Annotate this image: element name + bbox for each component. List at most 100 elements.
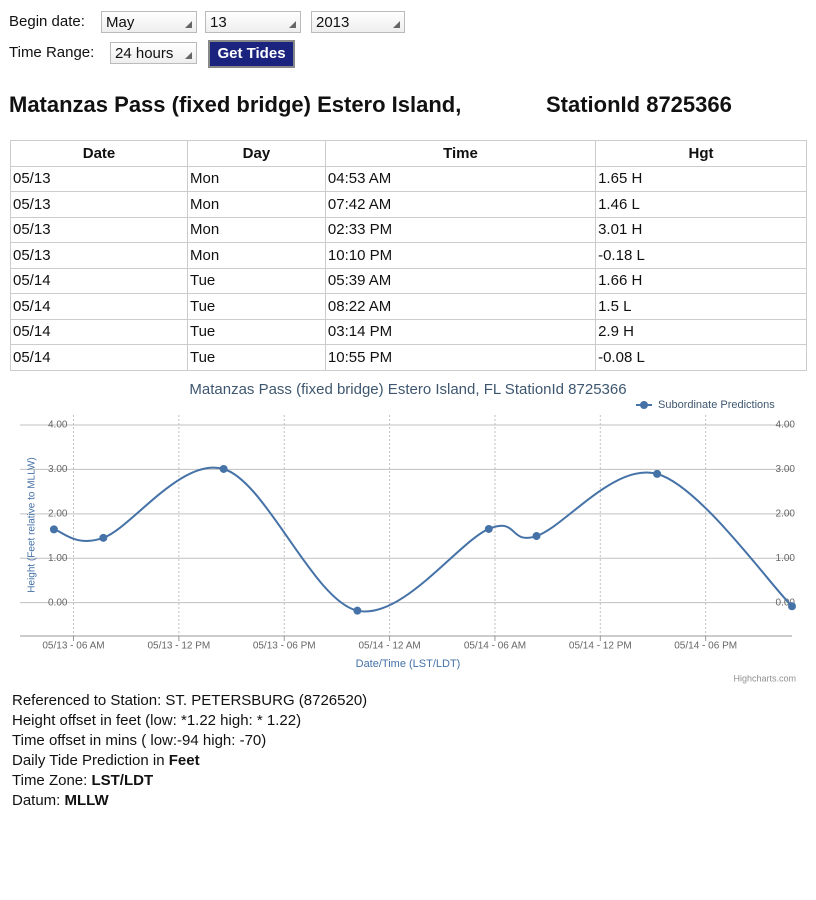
footer-text: Daily Tide Prediction in xyxy=(12,752,169,769)
table-cell: Tue xyxy=(186,318,326,345)
y2-tick-label: 4.00 xyxy=(776,420,796,431)
year-select[interactable]: 2013 xyxy=(311,11,405,33)
begin-label: Begin date: xyxy=(9,13,85,30)
table-cell: 10:55 PM xyxy=(324,344,597,371)
tide-point xyxy=(49,525,58,534)
table-cell: 02:33 PM xyxy=(324,216,597,243)
table-row: 05/13 Mon 04:53 AM 1.65 H xyxy=(10,165,807,192)
table-cell: 1.65 H xyxy=(595,165,807,192)
y-tick-label: 0.00 xyxy=(48,597,68,608)
footer-text: Height offset in feet (low: *1.22 high: … xyxy=(12,712,302,729)
footer-line: Height offset in feet (low: *1.22 high: … xyxy=(12,712,301,729)
footer-line: Daily Tide Prediction in Feet xyxy=(12,752,200,769)
y-tick-label: 2.00 xyxy=(48,508,68,519)
table-cell: -0.08 L xyxy=(595,344,807,371)
x-tick-label: 05/13 - 06 AM xyxy=(42,641,104,652)
table-cell: 05/14 xyxy=(10,293,188,320)
footer-line: Time Zone: LST/LDT xyxy=(12,772,153,789)
footer-text: Referenced to Station: ST. PETERSBURG (8… xyxy=(12,692,368,709)
day-select[interactable]: 13 xyxy=(205,11,301,33)
get-tides-button[interactable]: Get Tides xyxy=(208,40,295,68)
table-cell: Tue xyxy=(186,267,326,294)
y-tick-label: 4.00 xyxy=(48,420,68,431)
tide-point xyxy=(788,602,796,611)
table-row: 05/13 Mon 07:42 AM 1.46 L xyxy=(10,191,807,218)
table-cell: 2.9 H xyxy=(595,318,807,345)
footer-line: Referenced to Station: ST. PETERSBURG (8… xyxy=(12,692,367,709)
table-cell: 10:10 PM xyxy=(324,242,597,269)
x-tick-label: 05/14 - 12 AM xyxy=(358,641,420,652)
credits: Highcharts.com xyxy=(733,673,796,683)
y-axis-label: Height (Feet relative to MLLW) xyxy=(27,457,38,592)
y2-tick-label: 3.00 xyxy=(776,464,796,475)
table-cell: 1.5 L xyxy=(595,293,807,320)
table-cell: Tue xyxy=(186,344,326,371)
table-cell: 03:14 PM xyxy=(324,318,597,345)
footer-bold: MLLW xyxy=(64,792,109,809)
table-cell: Mon xyxy=(186,242,326,269)
tide-point xyxy=(484,524,493,533)
column-header: Hgt xyxy=(595,140,807,167)
tide-line xyxy=(53,466,793,613)
footer-bold: LST/LDT xyxy=(91,772,154,789)
table-cell: Mon xyxy=(186,216,326,243)
x-tick-label: 05/14 - 06 PM xyxy=(674,641,737,652)
chart-title: Matanzas Pass (fixed bridge) Estero Isla… xyxy=(189,381,626,398)
tide-point xyxy=(219,464,228,473)
range-label: Time Range: xyxy=(9,44,95,61)
table-cell: Mon xyxy=(186,165,326,192)
table-cell: 05:39 AM xyxy=(324,267,597,294)
tide-point xyxy=(532,532,541,541)
table-row: 05/14 Tue 10:55 PM -0.08 L xyxy=(10,344,807,371)
y2-tick-label: 1.00 xyxy=(776,553,796,564)
y2-tick-label: 2.00 xyxy=(776,508,796,519)
table-cell: 1.46 L xyxy=(595,191,807,218)
column-header: Date xyxy=(10,140,188,167)
legend-marker xyxy=(640,401,648,409)
y-tick-label: 1.00 xyxy=(48,553,68,564)
footer-text: Time offset in mins ( low:-94 high: -70) xyxy=(12,732,267,749)
tide-point xyxy=(99,533,108,542)
table-cell: -0.18 L xyxy=(595,242,807,269)
footer-line: Datum: MLLW xyxy=(12,792,109,809)
table-row: 05/14 Tue 05:39 AM 1.66 H xyxy=(10,267,807,294)
tide-table: Date Day Time Hgt 05/13 Mon 04:53 AM 1.65 H 05/1… xyxy=(10,140,807,371)
x-tick-label: 05/14 - 12 PM xyxy=(569,641,632,652)
table-row: 05/13 Mon 02:33 PM 3.01 H xyxy=(10,216,807,243)
footer-line: Time offset in mins ( low:-94 high: -70) xyxy=(12,732,266,749)
column-header: Time xyxy=(324,140,597,167)
table-cell: 05/14 xyxy=(10,344,188,371)
table-cell: 04:53 AM xyxy=(324,165,597,192)
table-cell: 07:42 AM xyxy=(324,191,597,218)
tide-point xyxy=(653,469,662,478)
x-axis-label: Date/Time (LST/LDT) xyxy=(356,658,461,670)
footer-text: Datum: xyxy=(12,792,65,809)
x-tick-label: 05/13 - 06 PM xyxy=(253,641,316,652)
month-select[interactable]: May xyxy=(101,11,197,33)
table-row: 05/14 Tue 03:14 PM 2.9 H xyxy=(10,318,807,345)
table-cell: 05/14 xyxy=(10,267,188,294)
tide-point xyxy=(353,606,362,615)
table-cell: 05/13 xyxy=(10,216,188,243)
x-tick-label: 05/14 - 06 AM xyxy=(464,641,526,652)
table-cell: 3.01 H xyxy=(595,216,807,243)
table-cell: 05/14 xyxy=(10,318,188,345)
station-id: StationId 8725366 xyxy=(546,92,732,117)
footer-bold: Feet xyxy=(168,752,200,769)
table-cell: 08:22 AM xyxy=(324,293,597,320)
table-row: 05/14 Tue 08:22 AM 1.5 L xyxy=(10,293,807,320)
table-cell: 05/13 xyxy=(10,242,188,269)
range-select[interactable]: 24 hours xyxy=(110,42,197,64)
table-cell: 1.66 H xyxy=(595,267,807,294)
y-tick-label: 3.00 xyxy=(48,464,68,475)
y2-tick-label: 0.00 xyxy=(776,597,796,608)
footer-text: Time Zone: xyxy=(12,772,92,789)
chart: Matanzas Pass (fixed bridge) Estero Isla… xyxy=(20,381,796,683)
table-row: 05/13 Mon 10:10 PM -0.18 L xyxy=(10,242,807,269)
x-tick-label: 05/13 - 12 PM xyxy=(147,641,210,652)
legend-label: Subordinate Predictions xyxy=(658,399,775,411)
table-cell: Tue xyxy=(186,293,326,320)
table-cell: Mon xyxy=(186,191,326,218)
table-cell: 05/13 xyxy=(10,191,188,218)
